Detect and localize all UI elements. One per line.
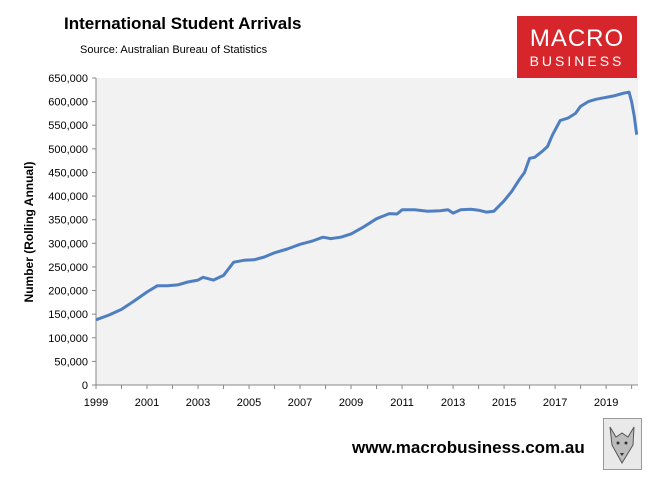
x-tick-label: 2013: [441, 397, 465, 409]
y-tick-label: 350,000: [48, 215, 88, 227]
x-tick-label: 2001: [135, 397, 159, 409]
x-tick-label: 2005: [237, 397, 261, 409]
y-tick-label: 400,000: [48, 191, 88, 203]
x-tick-label: 2017: [543, 397, 567, 409]
y-tick-label: 450,000: [48, 167, 88, 179]
x-tick-label: 2003: [186, 397, 210, 409]
x-tick-label: 2019: [594, 397, 618, 409]
y-axis: 0 50,000 100,000 150,000 200,000 250,000 300,0…: [48, 73, 96, 392]
x-tick-label: 2015: [492, 397, 516, 409]
y-axis-label: Number (Rolling Annual): [22, 162, 36, 303]
logo-line-macro: MACRO: [529, 25, 625, 52]
logo-line-business: BUSINESS: [529, 53, 625, 69]
x-tick-label: 2011: [390, 397, 414, 409]
website-url: www.macrobusiness.com.au: [352, 438, 585, 457]
chart-source: Source: Australian Bureau of Statistics: [80, 44, 268, 56]
y-tick-label: 200,000: [48, 286, 88, 298]
series-line-student-arrivals: [95, 90, 639, 322]
x-tick-label: 1999: [84, 397, 108, 409]
y-tick-label: 600,000: [48, 97, 88, 109]
macrobusiness-logo: MACRO BUSINESS: [517, 16, 637, 82]
y-tick-label: 150,000: [48, 309, 88, 321]
x-tick-label: 2007: [288, 397, 312, 409]
y-tick-label: 550,000: [48, 120, 88, 132]
x-tick-label: 2009: [339, 397, 363, 409]
y-tick-label: 500,000: [48, 144, 88, 156]
wolf-drawing: [609, 426, 635, 464]
y-tick-label: 100,000: [48, 333, 88, 345]
y-tick-label: 300,000: [48, 238, 88, 250]
y-tick-label: 250,000: [48, 262, 88, 274]
x-axis: 1999 2001 2003 2005 2007 2009 2011 2013 2015 2017…: [84, 385, 633, 409]
y-tick-label: 650,000: [48, 73, 88, 85]
plot-area: [96, 78, 638, 385]
y-tick-label: 50,000: [54, 356, 88, 368]
y-tick-label: 0: [82, 380, 88, 392]
wolf-logo-icon: [603, 418, 642, 470]
chart-title: International Student Arrivals: [64, 14, 302, 33]
